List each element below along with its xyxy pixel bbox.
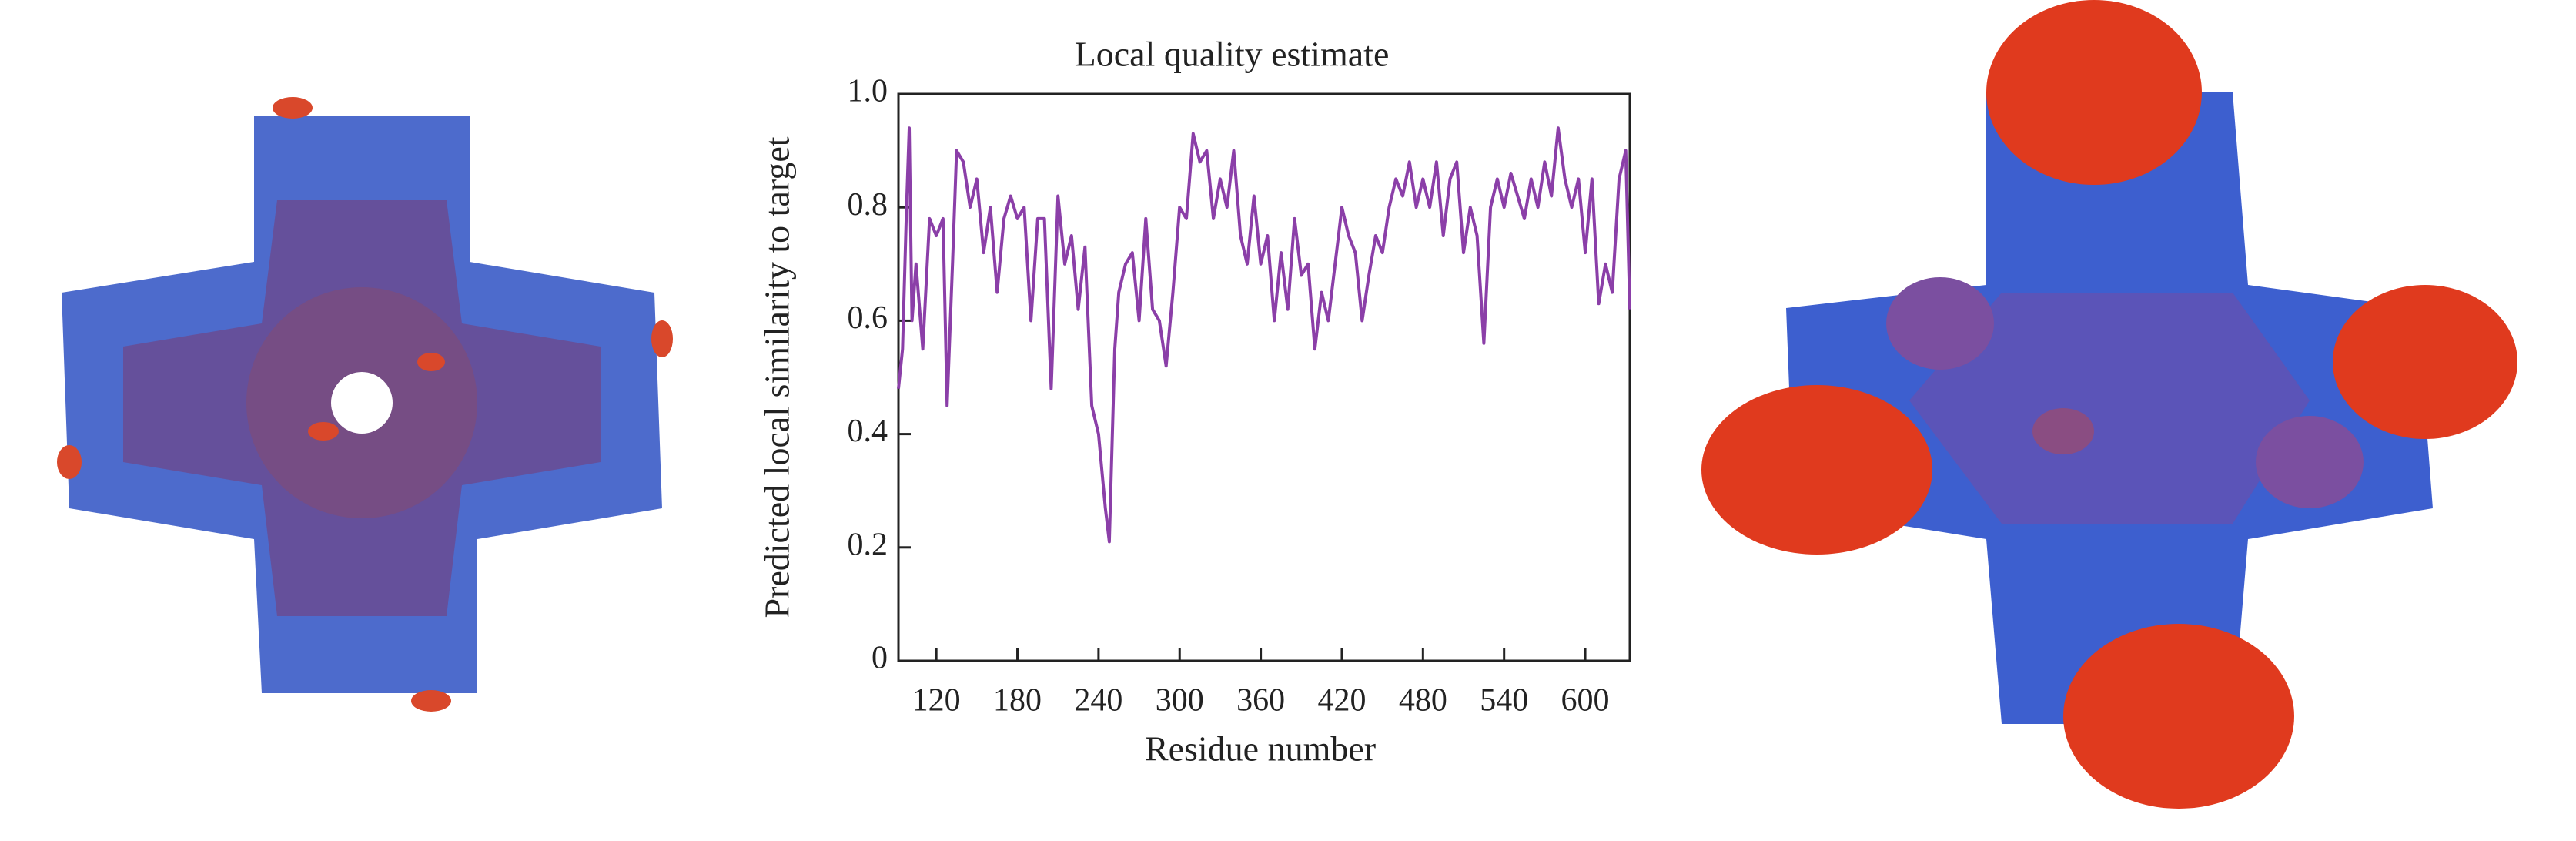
data-line: [897, 126, 1631, 544]
y-tick-label: 0.2: [848, 527, 888, 562]
y-tick-label: 0: [871, 641, 888, 676]
x-tick-label: 600: [1561, 683, 1610, 719]
y-tick-label: 0.6: [848, 300, 888, 336]
plot-frame: [897, 92, 1631, 662]
x-tick-label: 120: [912, 683, 961, 719]
y-tick-label: 0.8: [848, 187, 888, 223]
x-axis-label: Residue number: [1145, 729, 1376, 769]
y-tick-label: 0.4: [848, 414, 888, 449]
sphere-structure: [1701, 0, 2517, 809]
x-tick-label: 360: [1236, 683, 1285, 719]
ribbon-structure: [57, 97, 673, 712]
x-tick-label: 180: [993, 683, 1042, 719]
y-axis-label: Predicted local similarity to target: [758, 136, 797, 618]
x-tick-label: 480: [1399, 683, 1447, 719]
chart-title: Local quality estimate: [1075, 35, 1390, 74]
x-tick-label: 240: [1074, 683, 1122, 719]
x-tick-label: 540: [1480, 683, 1528, 719]
y-tick-label: 1.0: [848, 74, 888, 109]
x-tick-label: 300: [1156, 683, 1204, 719]
x-tick-label: 420: [1317, 683, 1366, 719]
